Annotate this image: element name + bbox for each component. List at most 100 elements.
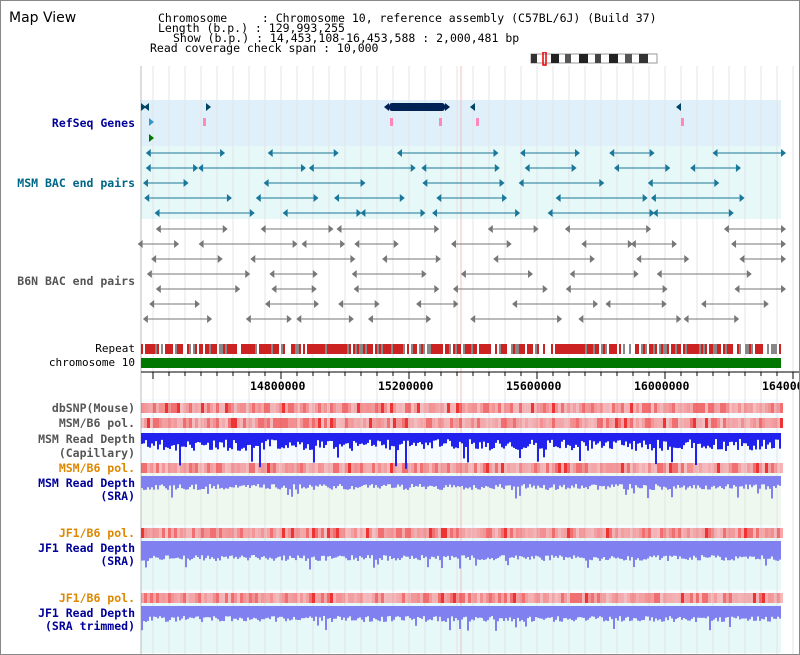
jf1-sra-depth-bar bbox=[609, 541, 611, 559]
repeat-segment bbox=[685, 344, 687, 354]
msm-b6-pol-cell bbox=[384, 418, 387, 428]
jf1-sra-depth-bar bbox=[441, 541, 443, 569]
msm-sra-depth-bar bbox=[659, 476, 661, 487]
jf1-sra-depth-bar bbox=[289, 541, 291, 556]
jf1-b6-pol2-cell bbox=[771, 593, 774, 603]
track-label-jf1-b6-pol-2[interactable]: JF1/B6 pol. bbox=[58, 591, 135, 605]
track-label-repeat[interactable]: Repeat bbox=[95, 342, 135, 355]
msm-b6-pol-cell bbox=[381, 418, 384, 428]
track-label-jf1-read-depth-sra[interactable]: JF1 Read Depth bbox=[38, 541, 135, 555]
track-label-msm-read-depth-capillary[interactable]: MSM Read Depth bbox=[38, 432, 135, 446]
jf1-sra-depth-bar bbox=[173, 541, 175, 559]
jf1-sra-depth-bar bbox=[753, 541, 755, 557]
msm-sra-depth-bar bbox=[305, 476, 307, 489]
track-label-msm-read-depth-sra[interactable]: MSM Read Depth bbox=[38, 476, 135, 490]
msm-b6-pol-cell bbox=[396, 418, 399, 428]
track-label-msm-b6-pol[interactable]: MSM/B6 pol. bbox=[58, 416, 135, 430]
repeat-segment bbox=[515, 344, 517, 354]
jf1-b6-pol-cell bbox=[597, 528, 600, 538]
msm-sra-depth-bar bbox=[709, 476, 711, 490]
track-label-chromosome[interactable]: chromosome 10 bbox=[48, 356, 135, 369]
jf1-sra-depth-bar bbox=[517, 541, 519, 560]
msm-sra-depth-bar bbox=[573, 476, 575, 488]
jf1-b6-pol2-cell bbox=[324, 593, 327, 603]
jf1-b6-pol-cell bbox=[615, 528, 618, 538]
msm-b6-pol2-cell bbox=[678, 463, 681, 473]
jf1-trim-depth-bar bbox=[505, 606, 507, 619]
jf1-b6-pol2-cell bbox=[354, 593, 357, 603]
msm-sra-depth-bar bbox=[491, 476, 493, 489]
jf1-trim-depth-bar bbox=[187, 606, 189, 619]
jf1-sra-depth-bar bbox=[449, 541, 451, 561]
msm-b6-pol2-cell bbox=[630, 463, 633, 473]
msm-b6-pol-cell bbox=[750, 418, 753, 428]
msm-b6-pol2-cell bbox=[402, 463, 405, 473]
msm-capillary-depth-bar bbox=[745, 433, 747, 444]
msm-b6-pol2-cell bbox=[333, 463, 336, 473]
msm-b6-pol-cell bbox=[204, 418, 207, 428]
dbsnp-cell bbox=[693, 403, 696, 413]
msm-b6-pol-cell bbox=[144, 418, 147, 428]
bac-end bbox=[605, 300, 611, 308]
repeat-segment bbox=[527, 344, 529, 354]
dbsnp-cell bbox=[579, 403, 582, 413]
bac-end bbox=[593, 300, 599, 308]
repeat-segment bbox=[377, 344, 379, 354]
msm-capillary-depth-bar bbox=[775, 433, 777, 440]
msm-b6-pol2-cell bbox=[690, 463, 693, 473]
msm-sra-depth-bar bbox=[503, 476, 505, 490]
jf1-trim-depth-bar bbox=[763, 606, 765, 620]
repeat-segment bbox=[395, 344, 397, 354]
track-label-jf1-read-depth-trimmed[interactable]: JF1 Read Depth bbox=[38, 606, 135, 620]
bac-end bbox=[434, 225, 440, 233]
repeat-segment bbox=[607, 344, 609, 354]
chromosome-ideogram[interactable] bbox=[529, 52, 661, 66]
jf1-trim-depth-bar bbox=[495, 606, 497, 631]
msm-b6-pol2-cell bbox=[510, 463, 513, 473]
msm-capillary-depth-bar bbox=[369, 433, 371, 440]
jf1-trim-depth-bar bbox=[691, 606, 693, 619]
track-label-sra-trimmed: (SRA trimmed) bbox=[44, 619, 135, 633]
msm-b6-pol2-cell bbox=[228, 463, 231, 473]
jf1-b6-pol-cell bbox=[579, 528, 582, 538]
jf1-b6-pol-cell bbox=[570, 528, 573, 538]
msm-b6-pol-cell bbox=[729, 418, 732, 428]
msm-b6-pol2-cell bbox=[201, 463, 204, 473]
track-label-refseq[interactable]: RefSeq Genes bbox=[51, 116, 135, 130]
jf1-sra-depth-bar bbox=[775, 541, 777, 561]
jf1-trim-depth-bar bbox=[663, 606, 665, 622]
jf1-sra-depth-bar bbox=[161, 541, 163, 560]
jf1-trim-depth-bar bbox=[473, 606, 475, 621]
msm-capillary-depth-bar bbox=[755, 433, 757, 450]
jf1-b6-pol2-cell bbox=[516, 593, 519, 603]
track-label-jf1-b6-pol[interactable]: JF1/B6 pol. bbox=[58, 526, 135, 540]
track-label-msm-bac[interactable]: MSM BAC end pairs bbox=[17, 176, 135, 190]
refseq-gene bbox=[144, 103, 149, 111]
msm-b6-pol2-cell bbox=[504, 463, 507, 473]
msm-capillary-depth-bar bbox=[203, 433, 205, 446]
jf1-trim-depth-bar bbox=[321, 606, 323, 621]
msm-capillary-depth-bar bbox=[737, 433, 739, 450]
jf1-b6-pol2-cell bbox=[405, 593, 408, 603]
jf1-b6-pol-cell bbox=[684, 528, 687, 538]
msm-capillary-depth-bar bbox=[297, 433, 299, 442]
track-label-dbsnp[interactable]: dbSNP(Mouse) bbox=[51, 401, 135, 415]
bac-end bbox=[145, 164, 151, 172]
msm-b6-pol2-cell bbox=[654, 463, 657, 473]
jf1-b6-pol-cell bbox=[678, 528, 681, 538]
msm-capillary-depth-bar bbox=[233, 433, 235, 441]
msm-sra-depth-bar bbox=[697, 476, 699, 486]
msm-b6-pol2-cell bbox=[444, 463, 447, 473]
msm-sra-depth-bar bbox=[673, 476, 675, 487]
track-label-b6n-bac[interactable]: B6N BAC end pairs bbox=[17, 274, 135, 288]
jf1-sra-depth-bar bbox=[377, 541, 379, 565]
track-label-msm-b6-pol-2[interactable]: MSM/B6 pol. bbox=[58, 461, 135, 475]
msm-sra-depth-bar bbox=[459, 476, 461, 487]
bac-end bbox=[450, 240, 456, 248]
jf1-trim-depth-bar bbox=[413, 606, 415, 619]
msm-b6-pol2-cell bbox=[540, 463, 543, 473]
refseq-exon bbox=[681, 118, 684, 126]
jf1-sra-depth-bar bbox=[315, 541, 317, 560]
msm-sra-depth-bar bbox=[639, 476, 641, 489]
